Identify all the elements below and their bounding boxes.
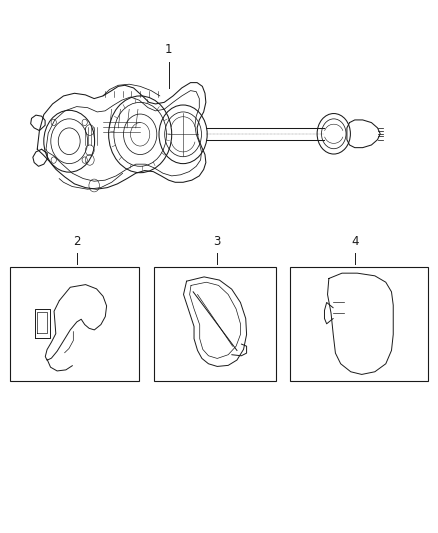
Text: 4: 4 [351,235,359,248]
Bar [154,266,276,381]
Text: 1: 1 [165,43,173,56]
Bar [10,266,139,381]
Bar [290,266,428,381]
Text: 3: 3 [213,235,220,248]
Text: 2: 2 [73,235,81,248]
